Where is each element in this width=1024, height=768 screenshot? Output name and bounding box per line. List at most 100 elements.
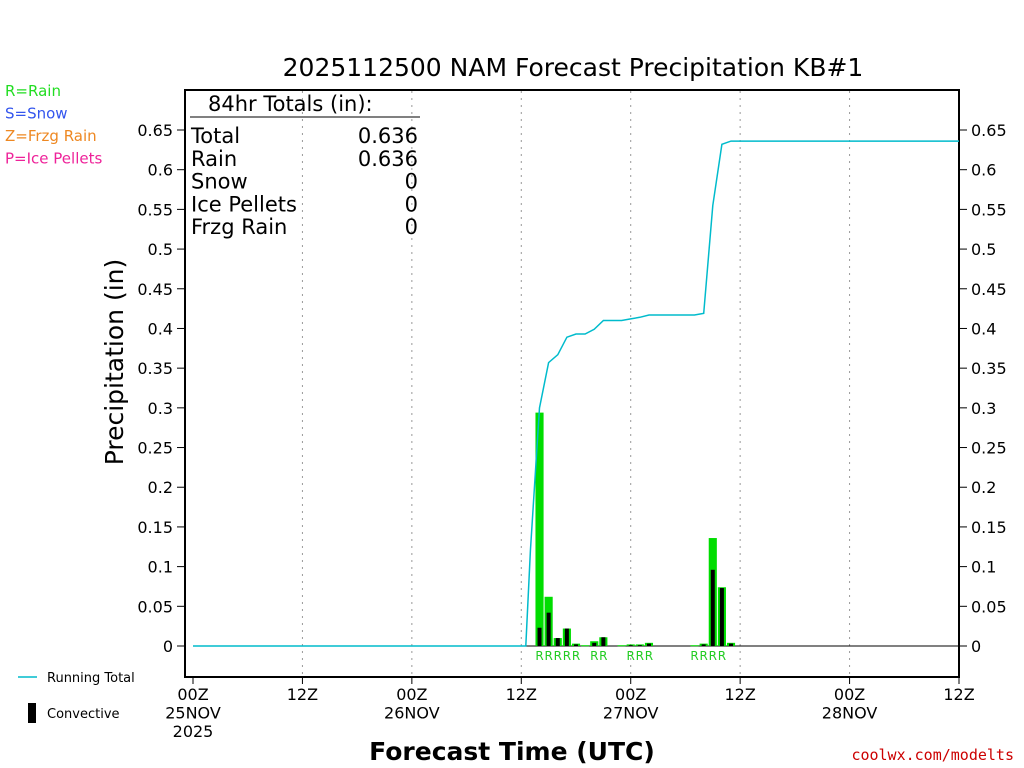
y-tick-label-left: 0.25 [137, 439, 173, 458]
y-tick-label-right: 0 [971, 637, 981, 656]
ptype-legend: R=Rain S=Snow Z=Frzg Rain P=Ice Pellets [5, 82, 102, 168]
y-tick-label-left: 0.2 [148, 478, 173, 497]
y-tick-label-left: 0.6 [148, 161, 173, 180]
rain-bar [617, 645, 626, 647]
credit-text: coolwx.com/modelts [851, 746, 1014, 764]
ptype-label: R [627, 649, 635, 663]
x-tick-label: 12Z [506, 685, 537, 704]
running-total-line [193, 140, 959, 647]
convective-bar [574, 644, 578, 646]
totals-box: 84hr Totals (in): Total 0.636 Rain 0.636 Sno… [190, 92, 420, 239]
y-tick-label-left: 0.3 [148, 399, 173, 418]
ptype-label: R [590, 649, 598, 663]
y-axis-left: 0 0.05 0.1 0.15 0.2 0.25 0.3 0.35 0.4 0.45 0.5 0.55… [137, 121, 185, 656]
x-tick-label: 12Z [287, 685, 318, 704]
running-total-legend: Running Total [47, 671, 135, 686]
y-tick-label-right: 0.35 [971, 359, 1007, 378]
convective-bar [592, 642, 597, 646]
x-tick-label: 12Z [724, 685, 755, 704]
ptype-label: R [636, 649, 644, 663]
convective-bar [546, 612, 551, 646]
totals-row-value: 0 [405, 192, 418, 216]
convective-bar [637, 645, 642, 647]
y-tick-label-right: 0.2 [971, 478, 996, 497]
convective-bars [537, 569, 734, 647]
y-tick-label-right: 0.1 [971, 558, 996, 577]
convective-bar [601, 637, 606, 646]
ptype-legend-item: R=Rain [5, 82, 61, 100]
y-tick-label-left: 0.65 [137, 121, 173, 140]
x-tick-label: 00Z [615, 685, 646, 704]
x-tick-label: 00Z [834, 685, 865, 704]
y-tick-label-right: 0.05 [971, 597, 1007, 616]
ptype-label: R [709, 649, 717, 663]
y-tick-label-right: 0.65 [971, 121, 1007, 140]
y-tick-label-right: 0.25 [971, 439, 1007, 458]
totals-row-label: Ice Pellets [191, 192, 297, 216]
x-tick-label: 26NOV [384, 704, 440, 723]
x-tick-label: 2025 [173, 722, 214, 741]
y-tick-label-left: 0.15 [137, 518, 173, 537]
totals-row-value: 0 [405, 215, 418, 239]
x-tick-label: 00Z [396, 685, 427, 704]
totals-row-label: Frzg Rain [191, 215, 287, 239]
y-tick-label-right: 0.5 [971, 240, 996, 259]
totals-row-value: 0.636 [358, 124, 418, 148]
ptype-label: R [544, 649, 552, 663]
gridlines [301, 91, 851, 676]
convective-bar [719, 588, 724, 646]
y-tick-label-right: 0.3 [971, 399, 996, 418]
convective-bar [729, 643, 734, 646]
rain-bar [690, 645, 699, 647]
totals-row-label: Snow [191, 170, 248, 194]
y-axis-right: 0 0.05 0.1 0.15 0.2 0.25 0.3 0.35 0.4 0.45 0.5 0.55… [959, 121, 1007, 656]
y-tick-label-left: 0.45 [137, 280, 173, 299]
precip-bars [535, 412, 736, 647]
totals-row-value: 0 [405, 170, 418, 194]
y-tick-label-right: 0.55 [971, 200, 1007, 219]
totals-header: 84hr Totals (in): [208, 92, 373, 116]
totals-row-label: Total [190, 124, 240, 148]
y-tick-label-left: 0.5 [148, 240, 173, 259]
y-tick-label-left: 0.35 [137, 359, 173, 378]
ptype-label: R [718, 649, 726, 663]
convective-legend: Convective [47, 707, 120, 722]
convective-bar [646, 643, 651, 646]
y-tick-label-left: 0.1 [148, 558, 173, 577]
x-tick-label: 12Z [943, 685, 974, 704]
x-tick-label: 00Z [177, 685, 208, 704]
convective-bar [555, 638, 560, 646]
x-tick-label: 28NOV [822, 704, 878, 723]
ptype-legend-item: S=Snow [5, 105, 68, 123]
ptype-label: R [554, 649, 562, 663]
y-tick-label-left: 0.05 [137, 597, 173, 616]
ptype-label: R [535, 649, 543, 663]
y-tick-label-left: 0 [163, 637, 173, 656]
plot-frame [184, 89, 960, 678]
ptype-label: R [690, 649, 698, 663]
ptype-label: R [645, 649, 653, 663]
y-tick-label-left: 0.4 [148, 319, 173, 338]
convective-bar [628, 645, 633, 647]
ptype-label: R [572, 649, 580, 663]
rain-bar [581, 645, 590, 647]
y-tick-label-left: 0.55 [137, 200, 173, 219]
x-tick-label: 27NOV [603, 704, 659, 723]
ptype-legend-item: P=Ice Pellets [5, 150, 102, 168]
convective-swatch [28, 703, 36, 723]
x-tick-label: 25NOV [165, 704, 221, 723]
totals-row-value: 0.636 [358, 147, 418, 171]
chart-title: 2025112500 NAM Forecast Precipitation KB… [283, 53, 864, 82]
y-tick-label-right: 0.4 [971, 319, 996, 338]
ptype-label: R [563, 649, 571, 663]
convective-bar [537, 627, 542, 646]
y-axis-label: Precipitation (in) [100, 259, 129, 466]
convective-bar [710, 569, 715, 646]
y-tick-label-right: 0.15 [971, 518, 1007, 537]
convective-bar [701, 644, 706, 646]
rain-bar [535, 412, 544, 646]
x-axis-label: Forecast Time (UTC) [369, 737, 655, 766]
